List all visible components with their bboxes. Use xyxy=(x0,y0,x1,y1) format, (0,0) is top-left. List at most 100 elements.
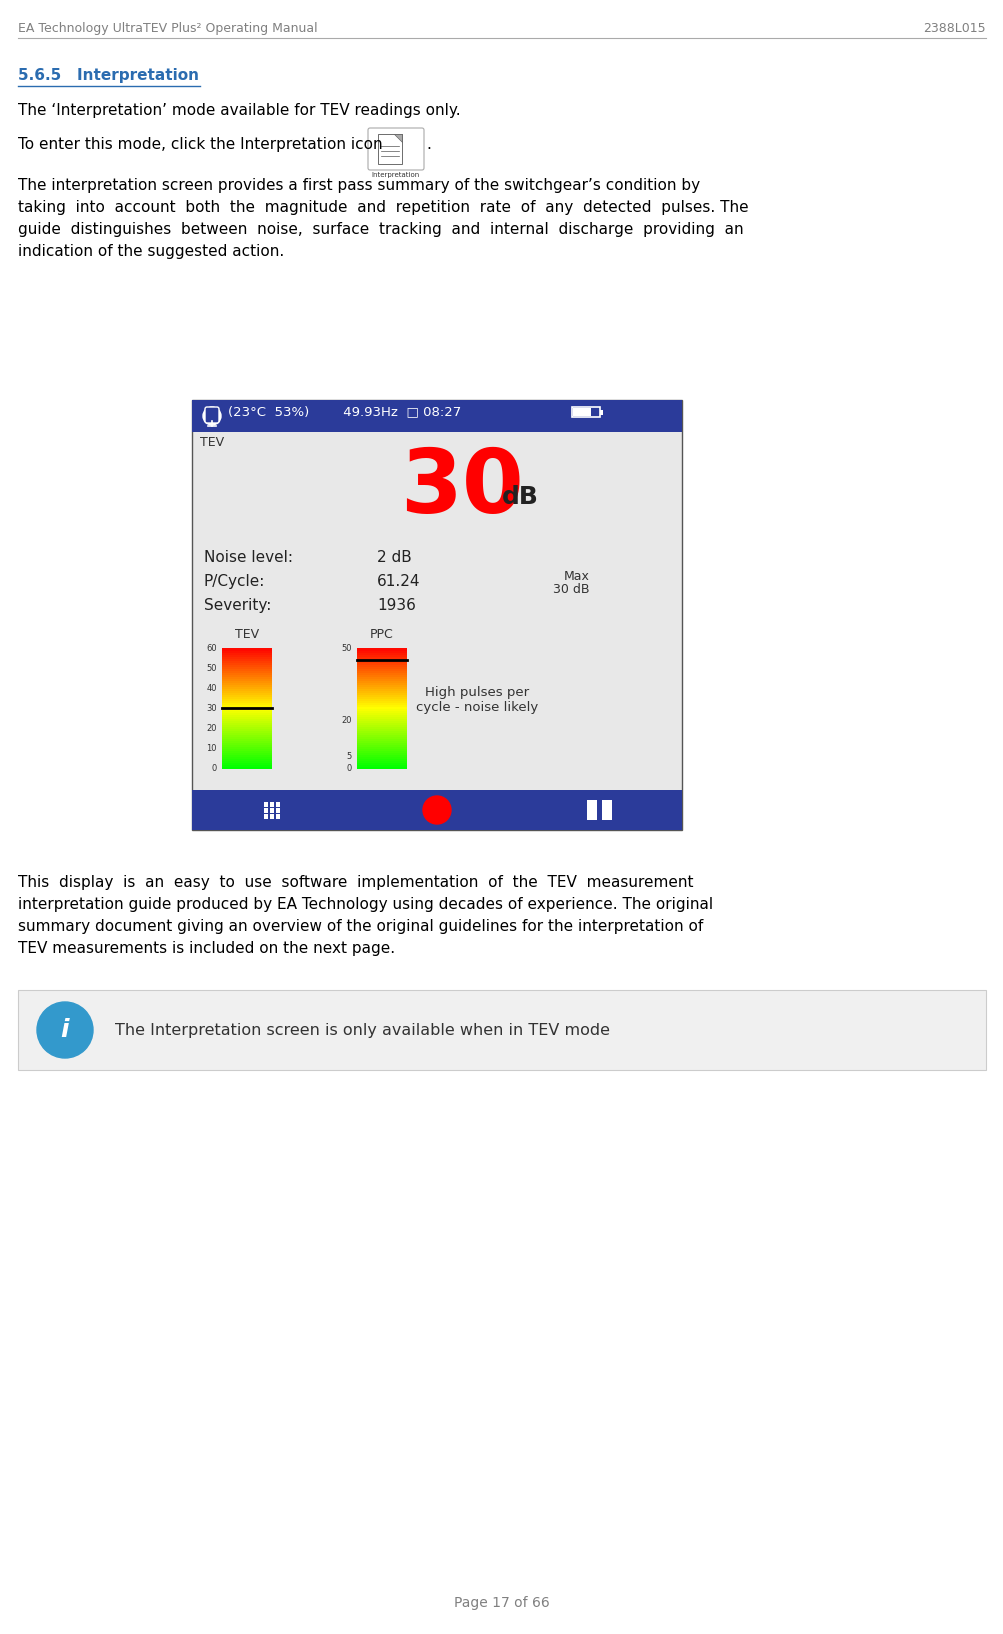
Bar xyxy=(222,699,272,703)
Text: 10: 10 xyxy=(207,743,217,753)
Text: Severity:: Severity: xyxy=(204,598,271,613)
Bar xyxy=(357,735,406,739)
Bar xyxy=(357,765,406,766)
Bar xyxy=(222,753,272,757)
Text: The Interpretation screen is only available when in TEV mode: The Interpretation screen is only availa… xyxy=(115,1023,610,1038)
Bar xyxy=(222,676,272,678)
Bar xyxy=(357,712,406,714)
Text: 5.6.5   Interpretation: 5.6.5 Interpretation xyxy=(18,69,199,83)
Bar xyxy=(357,742,406,745)
Bar xyxy=(357,655,406,659)
Bar xyxy=(222,742,272,745)
Text: EA Technology UltraTEV Plus² Operating Manual: EA Technology UltraTEV Plus² Operating M… xyxy=(18,21,317,34)
Bar xyxy=(222,739,272,740)
FancyBboxPatch shape xyxy=(205,407,219,423)
Bar xyxy=(222,680,272,683)
Bar xyxy=(357,681,406,685)
Bar xyxy=(222,659,272,660)
Bar xyxy=(357,688,406,691)
Bar xyxy=(357,699,406,703)
Bar xyxy=(222,735,272,739)
Bar xyxy=(192,789,681,830)
Text: Max: Max xyxy=(564,570,590,583)
Bar xyxy=(222,765,272,766)
Bar xyxy=(222,693,272,694)
Text: 0: 0 xyxy=(212,763,217,773)
Bar xyxy=(357,724,406,727)
Bar xyxy=(222,660,272,662)
Bar xyxy=(357,693,406,694)
Bar xyxy=(222,704,272,706)
Bar xyxy=(357,673,406,676)
Bar xyxy=(357,652,406,655)
Text: 2 dB: 2 dB xyxy=(376,551,411,565)
Text: The interpretation screen provides a first pass summary of the switchgear’s cond: The interpretation screen provides a fir… xyxy=(18,178,699,193)
Bar xyxy=(222,761,272,765)
Bar xyxy=(222,712,272,714)
Text: Page 17 of 66: Page 17 of 66 xyxy=(453,1596,550,1609)
Text: TEV measurements is included on the next page.: TEV measurements is included on the next… xyxy=(18,941,395,956)
Bar xyxy=(357,654,406,657)
Bar xyxy=(357,739,406,740)
Bar xyxy=(222,766,272,768)
Bar xyxy=(357,711,406,712)
Bar xyxy=(357,660,406,662)
Bar xyxy=(222,729,272,730)
Text: summary document giving an overview of the original guidelines for the interpret: summary document giving an overview of t… xyxy=(18,918,702,935)
Text: (23°C  53%)        49.93Hz  □ 08:27: (23°C 53%) 49.93Hz □ 08:27 xyxy=(228,405,460,418)
Bar xyxy=(276,807,280,812)
Bar xyxy=(377,134,401,163)
Text: i: i xyxy=(60,1018,69,1042)
Bar xyxy=(270,802,274,807)
Bar xyxy=(357,698,406,701)
Bar xyxy=(222,730,272,732)
Bar xyxy=(192,400,681,830)
Bar xyxy=(222,681,272,685)
Bar xyxy=(357,717,406,721)
Text: guide  distinguishes  between  noise,  surface  tracking  and  internal  dischar: guide distinguishes between noise, surfa… xyxy=(18,222,743,237)
Bar xyxy=(222,686,272,688)
Bar xyxy=(357,690,406,693)
Bar xyxy=(222,725,272,729)
Bar xyxy=(222,654,272,657)
Bar xyxy=(222,750,272,753)
Bar xyxy=(357,676,406,678)
Bar xyxy=(222,724,272,727)
Bar xyxy=(357,704,406,706)
Bar xyxy=(222,672,272,675)
Bar xyxy=(222,696,272,698)
Bar xyxy=(222,708,272,711)
Bar xyxy=(222,703,272,704)
Text: 20: 20 xyxy=(207,724,217,732)
Bar xyxy=(357,708,406,711)
Bar xyxy=(357,740,406,742)
Text: 20: 20 xyxy=(341,716,352,724)
Bar xyxy=(264,814,268,819)
Text: 61.24: 61.24 xyxy=(376,574,420,588)
Bar xyxy=(357,750,406,753)
Bar xyxy=(357,766,406,768)
Bar xyxy=(357,649,406,650)
Bar xyxy=(222,757,272,758)
Bar xyxy=(357,747,406,748)
Bar xyxy=(222,673,272,676)
Text: This  display  is  an  easy  to  use  software  implementation  of  the  TEV  me: This display is an easy to use software … xyxy=(18,874,693,891)
Bar xyxy=(357,730,406,732)
Bar xyxy=(357,729,406,730)
Text: The ‘Interpretation’ mode available for TEV readings only.: The ‘Interpretation’ mode available for … xyxy=(18,103,460,118)
Circle shape xyxy=(203,407,221,425)
Text: interpretation guide produced by EA Technology using decades of experience. The : interpretation guide produced by EA Tech… xyxy=(18,897,712,912)
Bar xyxy=(222,748,272,750)
Text: 0: 0 xyxy=(346,763,352,773)
Bar xyxy=(222,650,272,652)
Text: .: . xyxy=(425,137,430,152)
Bar xyxy=(357,696,406,698)
Bar xyxy=(357,672,406,675)
Text: TEV: TEV xyxy=(235,627,259,641)
Bar xyxy=(222,722,272,724)
Bar xyxy=(222,740,272,742)
Bar xyxy=(222,714,272,716)
Text: dB: dB xyxy=(502,485,539,510)
Text: 40: 40 xyxy=(207,683,217,693)
Bar xyxy=(357,734,406,737)
